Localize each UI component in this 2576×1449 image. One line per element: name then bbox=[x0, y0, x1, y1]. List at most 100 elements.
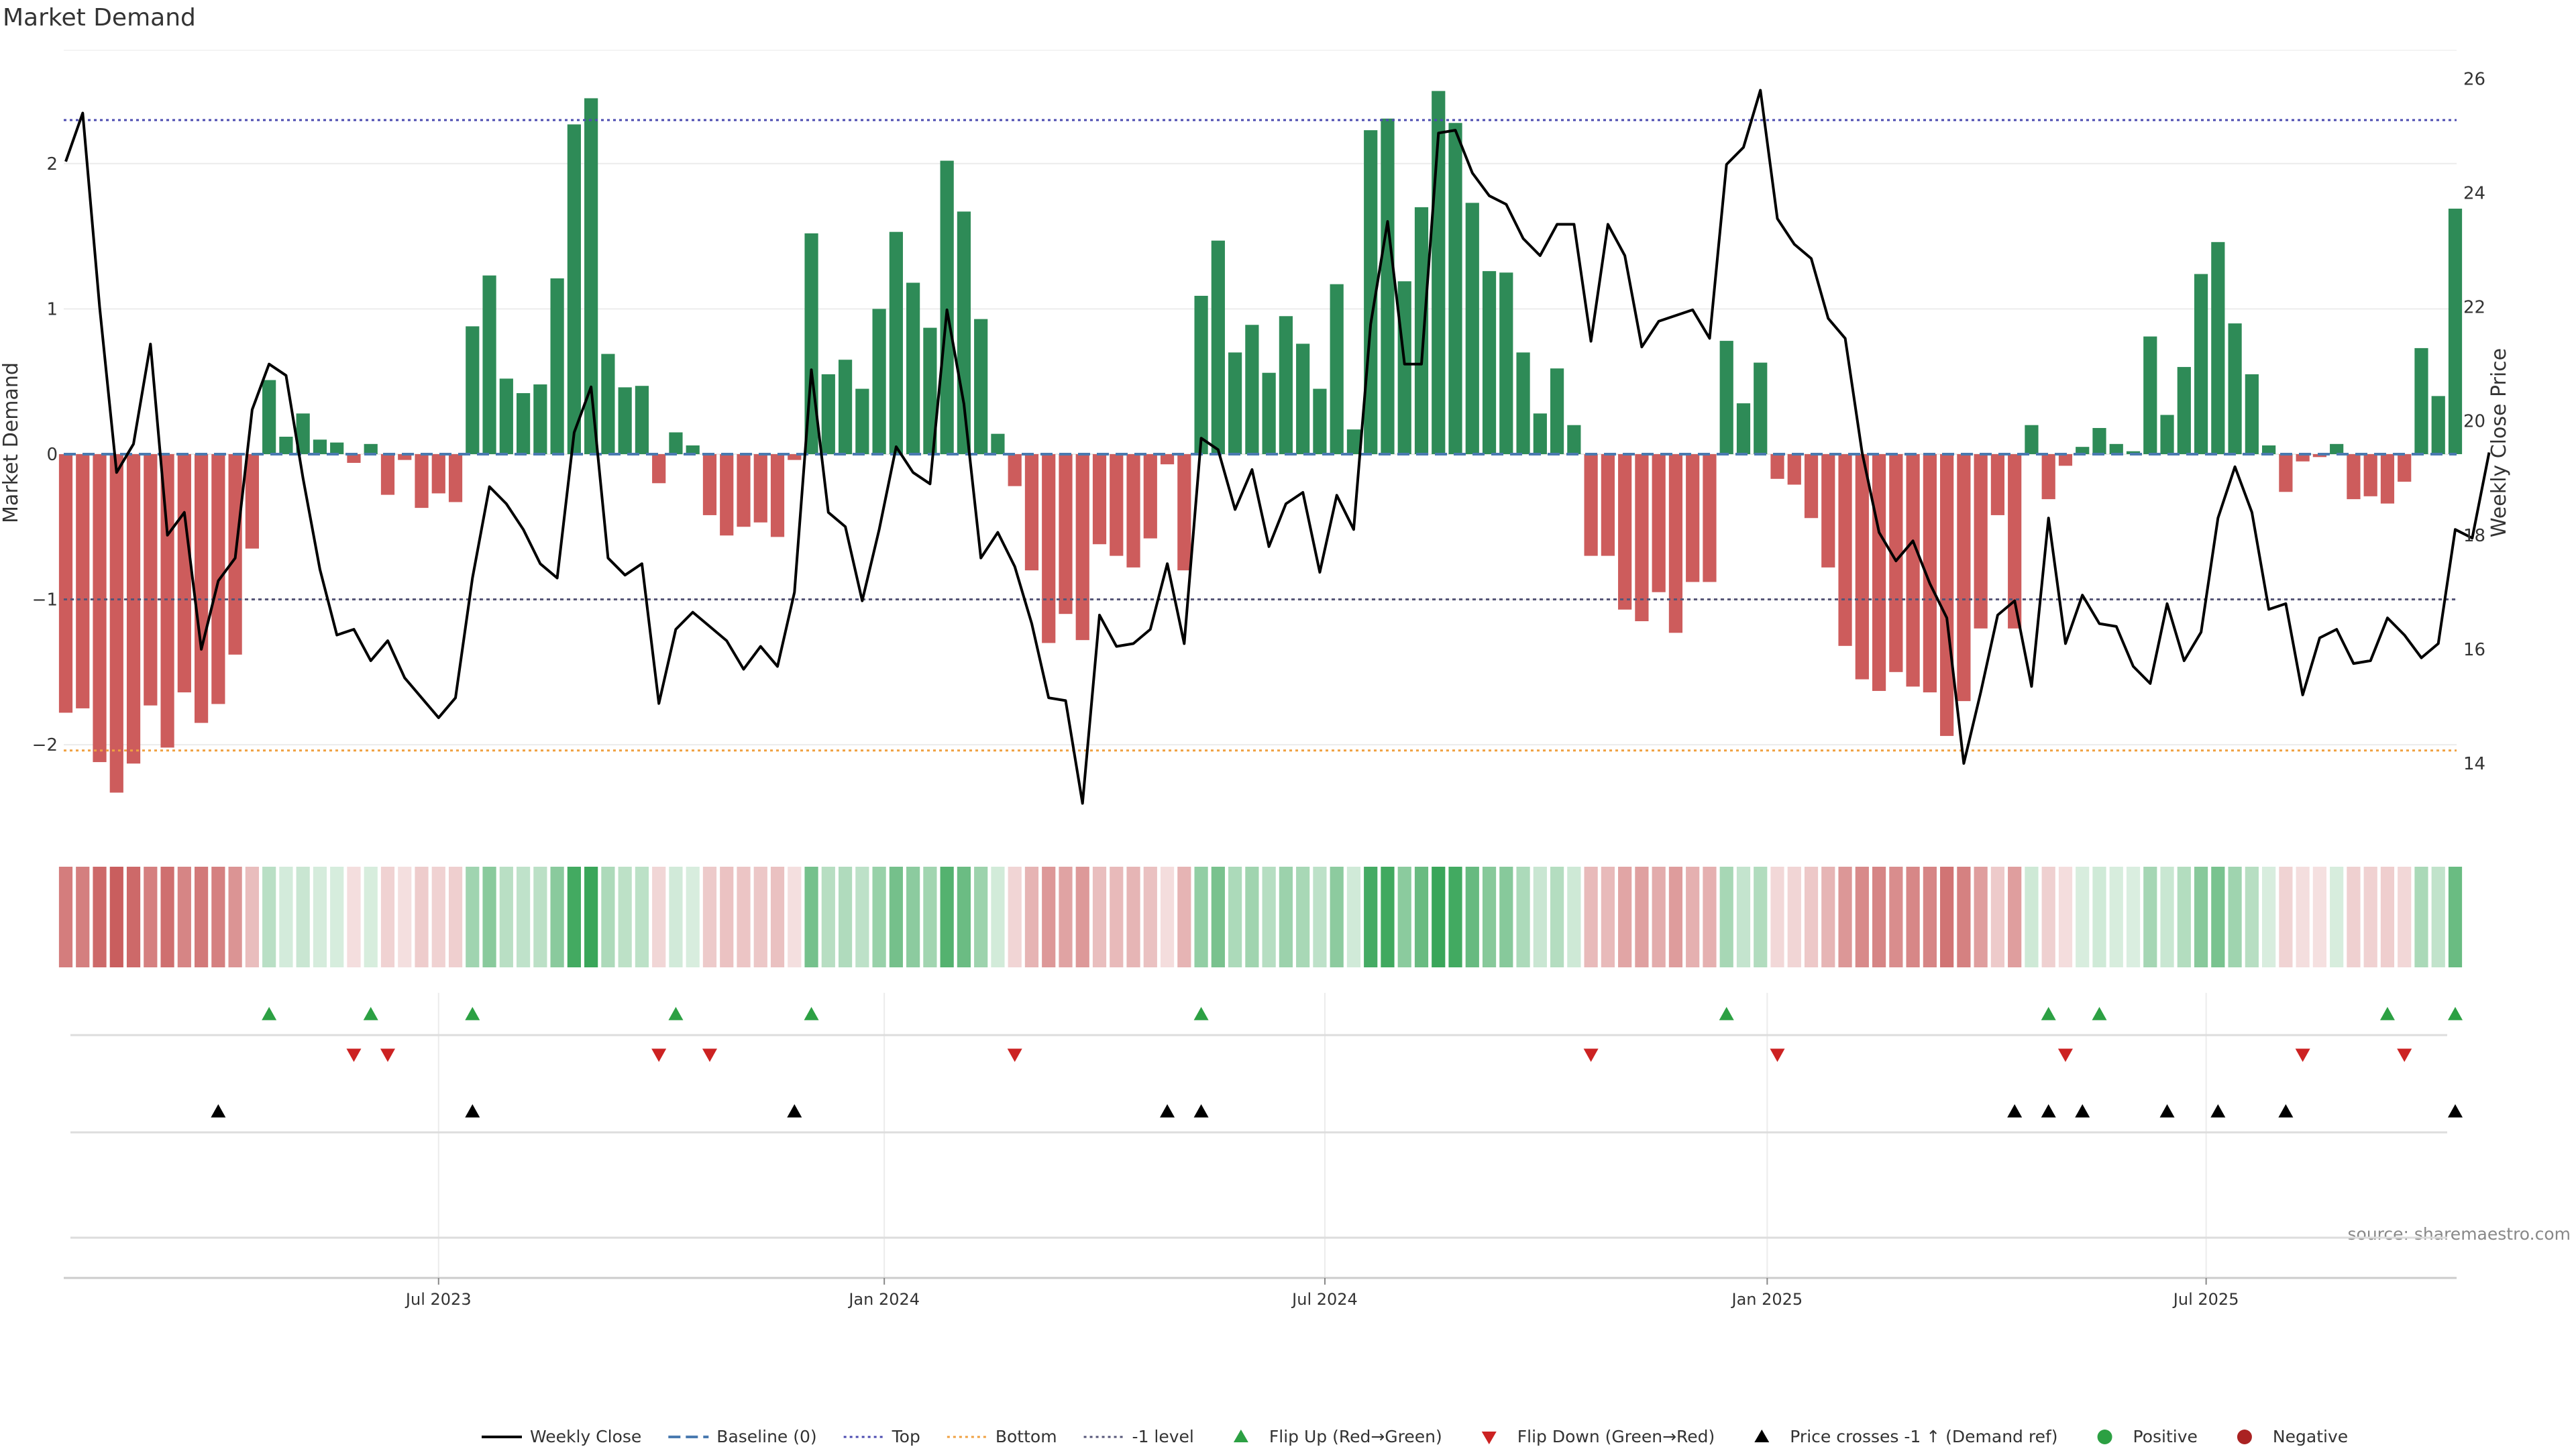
price-cross-marker bbox=[2075, 1104, 2090, 1118]
heat-cell bbox=[499, 867, 513, 967]
heat-cell bbox=[2126, 867, 2141, 967]
demand-bar bbox=[1414, 207, 1429, 454]
demand-bar bbox=[618, 387, 632, 454]
flip-down-marker bbox=[1007, 1049, 1022, 1062]
source-note: source: sharemaestro.com bbox=[2348, 1224, 2571, 1244]
flip-down-marker bbox=[380, 1049, 395, 1062]
heat-cell bbox=[1550, 867, 1564, 967]
y2-tick-label: 18 bbox=[2463, 526, 2485, 546]
flip-down-marker bbox=[651, 1049, 667, 1062]
demand-bar bbox=[1686, 453, 1700, 582]
heat-cell bbox=[923, 867, 937, 967]
heat-cell bbox=[1042, 867, 1056, 967]
price-cross-marker bbox=[1193, 1104, 1209, 1118]
heat-cell bbox=[1889, 867, 1903, 967]
legend-swatch bbox=[2097, 1430, 2112, 1444]
heat-cell bbox=[567, 867, 581, 967]
flip-up-marker bbox=[2041, 1007, 2056, 1020]
heat-cell bbox=[2228, 867, 2242, 967]
demand-bar bbox=[720, 453, 734, 536]
heat-cell bbox=[1279, 867, 1293, 967]
demand-bar bbox=[1787, 453, 1801, 485]
heat-cell bbox=[1364, 867, 1378, 967]
heat-cell bbox=[313, 867, 327, 967]
demand-bar bbox=[1008, 453, 1022, 486]
heat-cell bbox=[262, 867, 276, 967]
demand-bar bbox=[2330, 443, 2344, 454]
heat-cell bbox=[1177, 867, 1191, 967]
demand-bar bbox=[1618, 453, 1632, 610]
heat-cell bbox=[380, 867, 395, 967]
heat-cell bbox=[1126, 867, 1140, 967]
demand-bar bbox=[296, 413, 310, 454]
demand-bar bbox=[550, 278, 564, 454]
demand-bar bbox=[347, 453, 361, 463]
heat-cell bbox=[398, 867, 412, 967]
demand-bar bbox=[1279, 316, 1293, 454]
demand-bar bbox=[1703, 453, 1717, 582]
heat-cell bbox=[1990, 867, 2005, 967]
heat-cell bbox=[550, 867, 564, 967]
flip-up-marker bbox=[2092, 1007, 2107, 1020]
heat-cell bbox=[431, 867, 445, 967]
heat-cell bbox=[1872, 867, 1886, 967]
heat-cell bbox=[2262, 867, 2276, 967]
demand-bar bbox=[177, 453, 191, 693]
heat-cell bbox=[58, 867, 73, 967]
flip-up-marker bbox=[2379, 1007, 2395, 1020]
demand-bar bbox=[1533, 413, 1547, 454]
demand-bar bbox=[1177, 453, 1191, 571]
demand-bar bbox=[1126, 453, 1140, 568]
heat-cell bbox=[194, 867, 209, 967]
demand-bar bbox=[2228, 323, 2242, 454]
legend-item: Positive bbox=[2097, 1427, 2198, 1446]
legend-label: Flip Down (Green→Red) bbox=[1517, 1427, 1715, 1446]
heat-cell bbox=[1906, 867, 1920, 967]
legend-item: Top bbox=[843, 1427, 920, 1446]
heat-cell bbox=[1668, 867, 1683, 967]
demand-bar bbox=[1889, 453, 1903, 672]
heat-cell bbox=[2058, 867, 2073, 967]
heat-cell bbox=[1516, 867, 1530, 967]
price-cross-marker bbox=[2210, 1104, 2226, 1118]
price-cross-marker bbox=[787, 1104, 802, 1118]
demand-bar bbox=[2194, 274, 2208, 454]
heat-cell bbox=[1346, 867, 1361, 967]
demand-bar bbox=[1872, 453, 1886, 691]
demand-bar bbox=[1550, 368, 1564, 454]
legend-label: Positive bbox=[2133, 1427, 2198, 1446]
demand-bar bbox=[1465, 203, 1479, 454]
heat-cell bbox=[2109, 867, 2123, 967]
demand-bar bbox=[279, 437, 293, 454]
demand-bar bbox=[2160, 415, 2174, 454]
heat-cell bbox=[2279, 867, 2293, 967]
y-tick-label: −2 bbox=[32, 735, 58, 755]
demand-bar bbox=[1059, 453, 1073, 614]
demand-bar bbox=[2008, 453, 2022, 629]
legend-swatch bbox=[1233, 1430, 1248, 1442]
reference-lines bbox=[64, 119, 2457, 752]
heat-cell bbox=[228, 867, 242, 967]
y-tick-label: 1 bbox=[46, 299, 58, 319]
demand-bar bbox=[2262, 445, 2276, 454]
heat-cell bbox=[516, 867, 531, 967]
x-tick-label: Jul 2023 bbox=[405, 1290, 472, 1309]
demand-bar bbox=[652, 453, 666, 484]
demand-bar bbox=[364, 443, 378, 454]
heat-cell bbox=[804, 867, 818, 967]
heat-cell bbox=[2312, 867, 2327, 967]
legend-item: Price crosses -1 ↑ (Demand ref) bbox=[1754, 1427, 2058, 1446]
demand-bar bbox=[499, 378, 513, 454]
demand-bar bbox=[1652, 453, 1666, 592]
demand-bar bbox=[1448, 123, 1462, 454]
demand-bar bbox=[838, 360, 853, 454]
flip-down-marker bbox=[1770, 1049, 1785, 1062]
demand-bar bbox=[1584, 453, 1598, 556]
heat-cell bbox=[296, 867, 310, 967]
price-cross-marker bbox=[211, 1104, 226, 1118]
demand-bar bbox=[1160, 453, 1175, 465]
demand-bar bbox=[2092, 428, 2106, 454]
demand-bar bbox=[415, 453, 429, 508]
demand-bar bbox=[1668, 453, 1683, 633]
x-tick-label: Jul 2025 bbox=[2172, 1290, 2239, 1309]
